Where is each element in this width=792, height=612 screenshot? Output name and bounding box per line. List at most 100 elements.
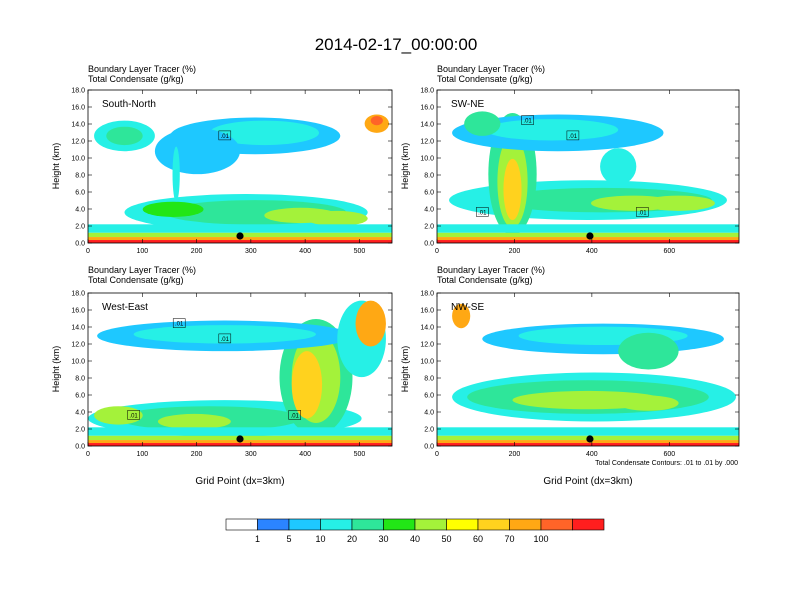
plot-area: 0.0 2.0 4.0 6.0 8.0 10.0 12.0 14.0 16.0 18.0 0 200 4… <box>420 88 740 255</box>
colorbar-label: 50 <box>441 534 451 544</box>
y-tick-label: 6.0 <box>75 393 85 400</box>
y-tick-label: 2.0 <box>75 427 85 434</box>
y-tick-label: 6.0 <box>75 190 85 197</box>
colorbar-swatch <box>477 518 510 531</box>
colorbar-label: 1 <box>255 534 260 544</box>
contour-footnote: Total Condensate Contours: .01 to .01 by… <box>595 460 738 467</box>
y-tick-label: 14.0 <box>71 325 85 332</box>
y-tick-label: 8.0 <box>424 173 434 180</box>
tracer-region <box>464 111 501 136</box>
boundary-layer-band <box>437 224 739 233</box>
x-tick-label: 200 <box>191 451 203 458</box>
colorbar-label: 30 <box>378 534 388 544</box>
location-marker <box>586 232 594 240</box>
panel-nw-se: Boundary Layer Tracer (%) Total Condensa… <box>400 265 740 487</box>
y-tick-label: 16.0 <box>71 105 85 112</box>
svg-text:.01: .01 <box>569 134 578 140</box>
colorbar-label: 20 <box>347 534 357 544</box>
svg-text:.01: .01 <box>478 210 487 216</box>
contour-label: .01 <box>218 333 232 344</box>
tracer-region <box>452 303 471 329</box>
contour-label: .01 <box>172 318 186 328</box>
contour-label: .01 <box>476 207 489 217</box>
panel-subtitle-2: Total Condensate (g/kg) <box>88 74 184 84</box>
colorbar-label: 60 <box>473 534 483 544</box>
y-tick-label: 12.0 <box>420 342 434 349</box>
colorbar-label: 100 <box>533 534 548 544</box>
y-axis-label: Height (km) <box>400 143 410 190</box>
boundary-layer-band <box>88 443 392 446</box>
y-axis-label: Height (km) <box>400 346 410 393</box>
tracer-region <box>503 158 522 221</box>
plot-frame <box>436 292 740 447</box>
y-tick-label: 8.0 <box>75 173 85 180</box>
plot-area: 0.0 2.0 4.0 6.0 8.0 10.0 12.0 14.0 16.0 18.0 0 100 2… <box>71 88 393 255</box>
colorbar-label: 5 <box>286 534 291 544</box>
boundary-layer-band <box>437 443 739 446</box>
x-tick-label: 200 <box>509 451 521 458</box>
x-tick-label: 0 <box>435 248 439 255</box>
tracer-region <box>618 332 679 370</box>
tracer-field <box>88 90 392 243</box>
panel-subtitle-1: Boundary Layer Tracer (%) <box>88 265 196 275</box>
colorbar-label: 10 <box>315 534 325 544</box>
x-tick-label: 400 <box>299 248 311 255</box>
x-tick-label: 0 <box>86 451 90 458</box>
panel-subtitle-2: Total Condensate (g/kg) <box>437 74 533 84</box>
colorbar-label: 40 <box>410 534 420 544</box>
y-tick-label: 8.0 <box>424 376 434 383</box>
tracer-region <box>157 413 231 430</box>
y-tick-label: 18.0 <box>71 88 85 95</box>
y-tick-label: 10.0 <box>71 156 85 163</box>
y-tick-label: 12.0 <box>71 342 85 349</box>
tracer-region <box>618 395 679 411</box>
x-tick-label: 500 <box>354 248 366 255</box>
tracer-field <box>88 293 392 446</box>
y-tick-label: 18.0 <box>71 291 85 298</box>
y-tick-label: 6.0 <box>424 393 434 400</box>
plot-frame <box>436 89 740 244</box>
colorbar-swatch <box>572 518 605 531</box>
y-tick-label: 14.0 <box>420 122 434 129</box>
tracer-region <box>209 120 320 146</box>
tracer-region <box>642 195 715 211</box>
panel-subtitle-1: Boundary Layer Tracer (%) <box>437 64 545 74</box>
contour-label: .01 <box>288 410 301 420</box>
tracer-region <box>355 300 386 347</box>
y-tick-label: 14.0 <box>420 325 434 332</box>
panel-subtitle-1: Boundary Layer Tracer (%) <box>88 64 196 74</box>
tracer-field <box>437 293 739 446</box>
colorbar-swatch <box>257 518 290 531</box>
tracer-region <box>291 351 323 419</box>
y-tick-label: 0.0 <box>75 444 85 451</box>
y-tick-label: 18.0 <box>420 291 434 298</box>
tracer-field <box>437 90 739 243</box>
colorbar-swatch <box>288 518 321 531</box>
x-tick-label: 0 <box>435 451 439 458</box>
svg-text:.01: .01 <box>129 413 138 419</box>
figure-title: 2014-02-17_00:00:00 <box>315 35 478 54</box>
y-tick-label: 2.0 <box>424 224 434 231</box>
panel-subtitle-2: Total Condensate (g/kg) <box>437 275 533 285</box>
x-tick-label: 400 <box>299 451 311 458</box>
y-axis-label: Height (km) <box>51 346 61 393</box>
panel-label: SW-NE <box>451 99 484 110</box>
x-tick-label: 400 <box>586 248 598 255</box>
tracer-region <box>142 201 204 217</box>
colorbar-swatch <box>383 518 416 531</box>
colorbar-swatch <box>509 518 542 531</box>
tracer-region <box>172 146 180 202</box>
x-tick-label: 100 <box>136 451 148 458</box>
x-tick-label: 200 <box>509 248 521 255</box>
panel-label: South-North <box>102 99 156 110</box>
y-tick-label: 4.0 <box>424 207 434 214</box>
boundary-layer-band <box>88 240 392 243</box>
y-tick-label: 14.0 <box>71 122 85 129</box>
x-tick-label: 200 <box>191 248 203 255</box>
y-tick-label: 16.0 <box>420 308 434 315</box>
y-tick-label: 0.0 <box>424 241 434 248</box>
contour-label: .01 <box>127 410 140 420</box>
colorbar-swatch <box>446 518 479 531</box>
x-tick-label: 300 <box>245 248 257 255</box>
